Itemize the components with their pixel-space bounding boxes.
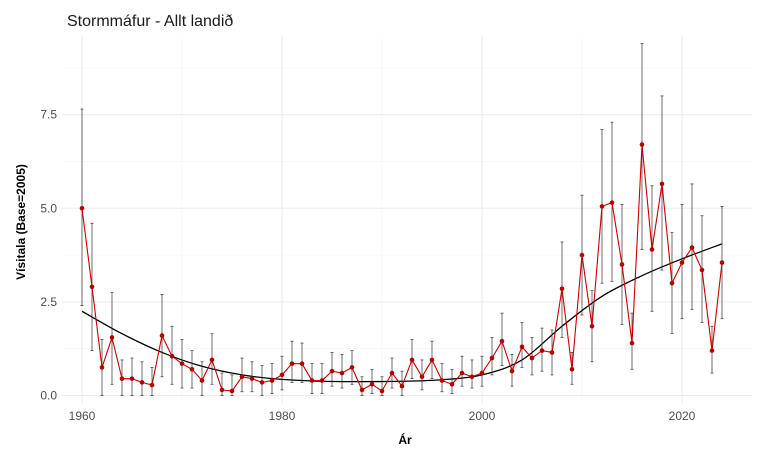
data-point (249, 376, 255, 381)
data-point (549, 350, 555, 355)
data-point (629, 340, 635, 346)
data-point (259, 380, 265, 385)
data-point (309, 378, 315, 383)
data-point (379, 388, 385, 394)
data-point (639, 142, 645, 147)
data-point (539, 348, 545, 353)
data-point (569, 366, 575, 372)
y-tick-label: 7.5 (40, 108, 57, 122)
data-point (529, 355, 535, 361)
y-axis-title: Vísitala (Base=2005) (14, 164, 28, 280)
data-point (599, 204, 605, 209)
data-point (449, 381, 455, 387)
data-point (179, 361, 185, 366)
data-point (619, 262, 625, 267)
data-point (459, 370, 465, 376)
data-point (439, 378, 445, 383)
data-point (359, 387, 365, 393)
data-point (279, 372, 285, 378)
data-point (519, 344, 525, 350)
data-point (679, 260, 685, 265)
data-point (489, 355, 495, 361)
y-tick-label: 5.0 (40, 201, 57, 215)
data-point (369, 381, 375, 387)
data-point (89, 284, 95, 290)
data-point (409, 357, 415, 363)
data-point (699, 267, 705, 273)
data-point (349, 365, 355, 370)
index-line (81, 144, 723, 392)
data-point (609, 200, 615, 205)
data-point (669, 280, 675, 286)
data-point (399, 383, 405, 389)
data-point (229, 388, 235, 394)
data-point (219, 387, 225, 393)
data-point (559, 286, 565, 292)
data-point (269, 378, 275, 383)
data-point (689, 245, 695, 250)
data-point (169, 353, 175, 359)
x-tick-label: 1980 (269, 409, 296, 423)
data-point (299, 361, 305, 366)
data-point (239, 374, 245, 380)
data-point (659, 181, 665, 187)
data-point (419, 374, 425, 380)
gridlines (62, 36, 752, 403)
data-point (499, 338, 505, 344)
error-bars (80, 43, 724, 396)
data-point (469, 374, 475, 380)
data-point (319, 378, 325, 383)
y-tick-label: 0.0 (40, 389, 57, 403)
data-point (129, 376, 135, 381)
data-point (589, 323, 595, 329)
data-point (119, 376, 125, 381)
data-point (159, 333, 165, 338)
data-point (139, 380, 145, 385)
tick-labels: 1960 1980 2000 2020 0.0 2.5 5.0 7.5 (40, 108, 695, 423)
data-point (339, 370, 345, 376)
data-point (579, 252, 585, 258)
data-point (149, 382, 155, 388)
data-point (719, 260, 725, 265)
x-tick-label: 1960 (69, 409, 96, 423)
x-tick-label: 2020 (669, 409, 696, 423)
x-tick-label: 2000 (469, 409, 496, 423)
data-points (79, 142, 725, 394)
data-point (189, 366, 195, 372)
y-tick-label: 2.5 (40, 295, 57, 309)
index-series (81, 144, 723, 392)
data-point (199, 378, 205, 383)
data-point (329, 368, 335, 374)
data-point (509, 368, 515, 374)
data-point (429, 357, 435, 363)
data-point (209, 357, 215, 363)
x-axis-title: Ár (398, 432, 412, 447)
data-point (389, 370, 395, 376)
data-point (289, 361, 295, 366)
data-point (709, 348, 715, 353)
data-point (109, 335, 115, 340)
data-point (479, 370, 485, 376)
data-point (649, 247, 655, 252)
data-point (79, 205, 85, 211)
chart-title: Stormmáfur - Allt landið (67, 13, 233, 30)
data-point (99, 365, 105, 370)
